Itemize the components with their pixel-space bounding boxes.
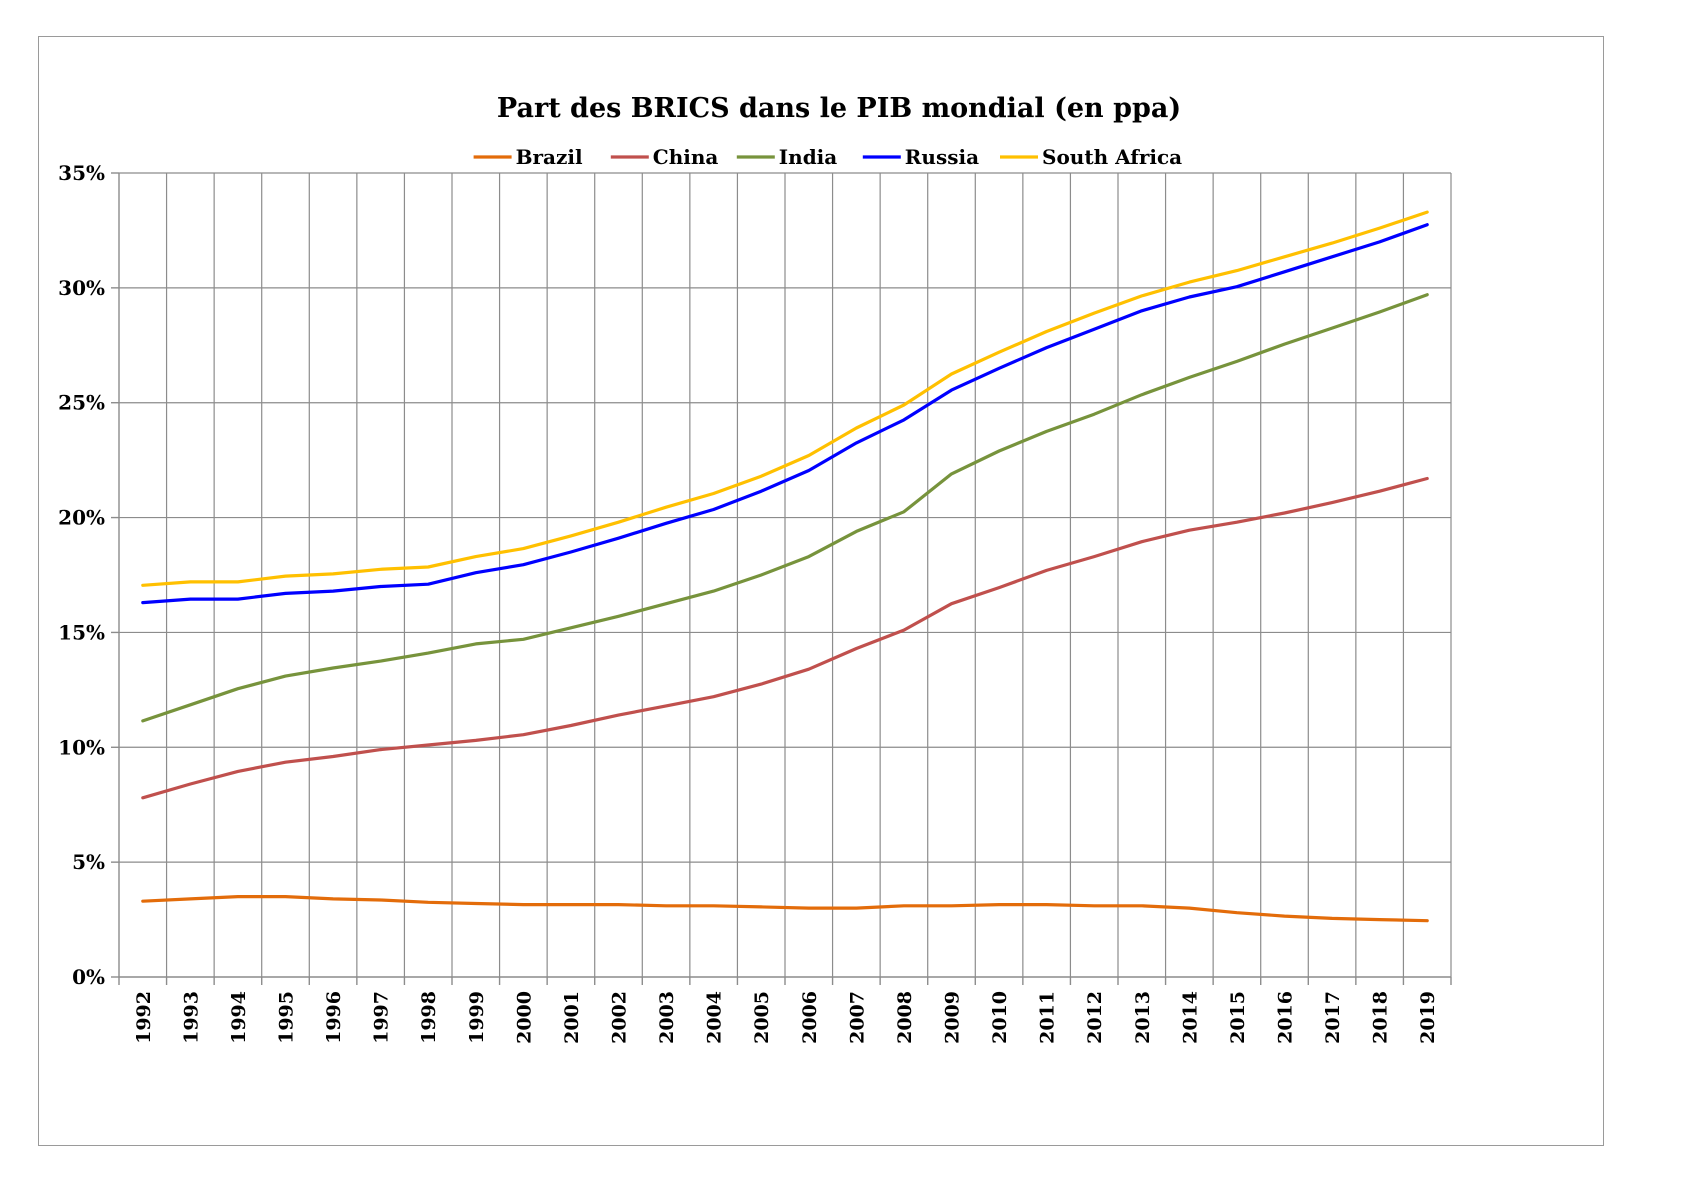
legend: Brazil China India Russia South Africa (473, 145, 1182, 169)
y-tick-label: 10% (58, 735, 105, 759)
y-tick-label: 15% (58, 620, 105, 644)
x-tick-label: 1997 (371, 991, 393, 1044)
x-tick-label: 1995 (276, 991, 298, 1044)
grid (118, 172, 1452, 977)
y-tick-label: 0% (72, 965, 105, 989)
x-tick-label: 1992 (133, 991, 155, 1044)
legend-item-russia: Russia (862, 145, 979, 169)
x-tick-label: 2018 (1370, 991, 1392, 1044)
x-tick-label: 2001 (561, 991, 583, 1044)
legend-label: India (779, 145, 837, 169)
series-line-china (141, 476, 1429, 800)
legend-item-brazil: Brazil (473, 145, 583, 169)
legend-label: South Africa (1042, 145, 1182, 169)
x-tick-label: 2006 (799, 991, 821, 1044)
legend-label: China (653, 145, 719, 169)
legend-label: Brazil (516, 145, 583, 169)
y-tick-label: 25% (58, 391, 105, 415)
chart-title: Part des BRICS dans le PIB mondial (en p… (497, 93, 1181, 124)
x-tick-label: 1998 (418, 991, 440, 1044)
axes: 0% 5% 10% 15% 20% 25% 30% 35% 1992 1993 1994 1995 19… (58, 161, 1452, 1044)
x-tick-label: 2016 (1275, 991, 1297, 1044)
y-tick-label: 5% (72, 850, 105, 874)
x-tick-label: 2017 (1322, 991, 1344, 1044)
x-tick-label: 2002 (609, 991, 631, 1044)
x-tick-label: 2009 (942, 991, 964, 1044)
legend-item-china: China (610, 145, 719, 169)
series-line-brazil (141, 894, 1429, 923)
x-tick-label: 2015 (1227, 991, 1249, 1044)
x-tick-label: 1994 (228, 991, 250, 1044)
x-tick-label: 1996 (323, 991, 345, 1044)
series-lines (141, 210, 1429, 923)
y-tick-label: 30% (58, 276, 105, 300)
x-tick-label: 2013 (1132, 991, 1154, 1044)
legend-label: Russia (905, 145, 979, 169)
x-tick-label: 2007 (846, 991, 868, 1044)
chart-frame: Part des BRICS dans le PIB mondial (en p… (38, 36, 1604, 1146)
x-tick-label: 1993 (180, 991, 202, 1044)
x-tick-label: 2014 (1179, 991, 1201, 1044)
x-tick-label: 2019 (1417, 991, 1439, 1044)
series-line-south-africa (141, 210, 1429, 587)
series-line-russia (141, 223, 1429, 605)
y-tick-label: 35% (58, 161, 105, 185)
x-tick-label: 2005 (751, 991, 773, 1044)
legend-item-india: India (736, 145, 837, 169)
line-chart: Part des BRICS dans le PIB mondial (en p… (58, 93, 1452, 1044)
x-tick-label: 2004 (704, 991, 726, 1044)
y-tick-label: 20% (58, 506, 105, 530)
x-tick-label: 2008 (894, 991, 916, 1044)
x-tick-label: 2010 (989, 991, 1011, 1044)
x-tick-label: 2000 (513, 991, 535, 1044)
x-tick-label: 2012 (1084, 991, 1106, 1044)
series-line-india (141, 293, 1429, 723)
x-tick-label: 2011 (1037, 991, 1059, 1044)
x-tick-label: 1999 (466, 991, 488, 1044)
legend-item-south-africa: South Africa (1000, 145, 1182, 169)
x-tick-label: 2003 (656, 991, 678, 1044)
